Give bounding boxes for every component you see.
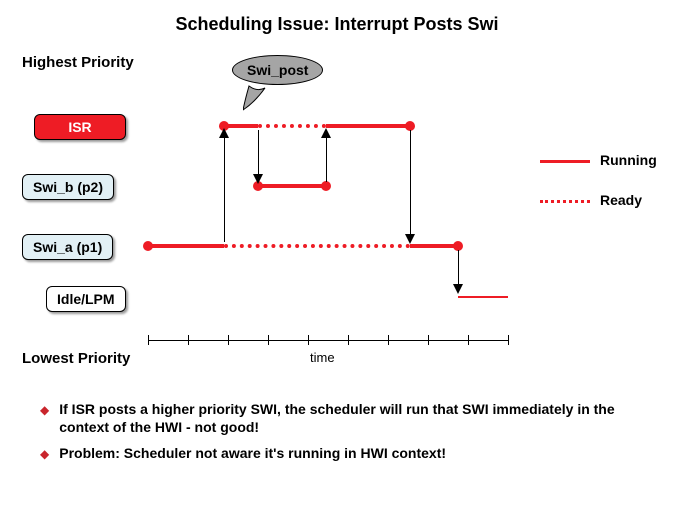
- diagram-area: Highest Priority Lowest Priority ISR Swi…: [0, 50, 674, 386]
- arrow-head-icon: [405, 234, 415, 244]
- page-title: Scheduling Issue: Interrupt Posts Swi: [0, 0, 674, 35]
- swi-b-box: Swi_b (p2): [22, 174, 114, 200]
- tick: [508, 335, 509, 345]
- tick: [348, 335, 349, 345]
- isr-running-2: [326, 124, 410, 128]
- isr-ready: [258, 124, 326, 128]
- swi-a-box: Swi_a (p1): [22, 234, 113, 260]
- tick: [148, 335, 149, 345]
- legend-running-text: Running: [600, 152, 657, 168]
- idle-running: [458, 296, 508, 298]
- lowest-priority-label: Lowest Priority: [22, 350, 130, 367]
- swi-a-ready: [224, 244, 410, 248]
- bullet-text: If ISR posts a higher priority SWI, the …: [59, 400, 640, 436]
- bullet-text: Problem: Scheduler not aware it's runnin…: [59, 444, 446, 462]
- tick: [308, 335, 309, 345]
- diamond-icon: ◆: [40, 447, 49, 461]
- arrow-isr-to-swib: [258, 130, 259, 176]
- tick: [428, 335, 429, 345]
- tick: [228, 335, 229, 345]
- swi-b-running: [258, 184, 326, 188]
- swi-a-running-1: [148, 244, 224, 248]
- callout-bubble: Swi_post: [232, 55, 323, 85]
- arrow-swia-to-isr: [224, 136, 225, 242]
- arrow-head-icon: [219, 128, 229, 138]
- tick: [188, 335, 189, 345]
- arrow-swia-to-idle: [458, 250, 459, 286]
- legend-ready-text: Ready: [600, 192, 642, 208]
- arrow-head-icon: [453, 284, 463, 294]
- isr-box: ISR: [34, 114, 126, 140]
- highest-priority-label: Highest Priority: [22, 54, 134, 71]
- diamond-icon: ◆: [40, 403, 49, 417]
- idle-box: Idle/LPM: [46, 286, 126, 312]
- dot: [143, 241, 153, 251]
- dot: [321, 181, 331, 191]
- arrow-swib-to-isr: [326, 136, 327, 182]
- callout-tail-icon: [243, 82, 273, 112]
- legend-ready-line: [540, 200, 590, 203]
- arrow-head-icon: [321, 128, 331, 138]
- legend-running-line: [540, 160, 590, 163]
- bullet-item: ◆ Problem: Scheduler not aware it's runn…: [40, 444, 640, 462]
- tick: [388, 335, 389, 345]
- arrow-head-icon: [253, 174, 263, 184]
- arrow-isr-to-swia: [410, 130, 411, 236]
- tick: [268, 335, 269, 345]
- swi-a-running-2: [410, 244, 458, 248]
- isr-running-1: [224, 124, 258, 128]
- bullet-item: ◆ If ISR posts a higher priority SWI, th…: [40, 400, 640, 436]
- time-axis: [148, 340, 508, 341]
- tick: [468, 335, 469, 345]
- bullet-list: ◆ If ISR posts a higher priority SWI, th…: [40, 400, 640, 471]
- time-label: time: [310, 350, 335, 365]
